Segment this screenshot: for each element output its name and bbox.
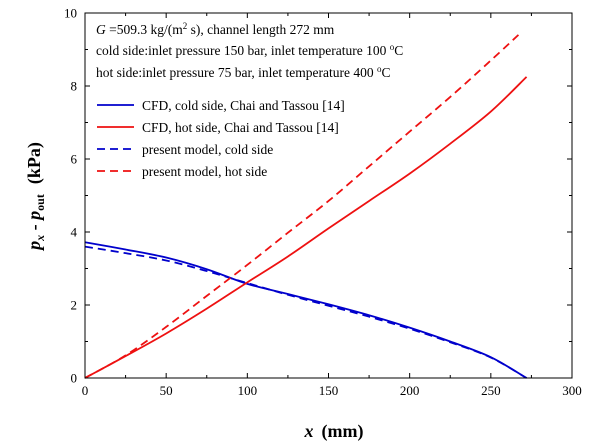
y-axis-sub-x: x (33, 235, 47, 242)
legend: CFD, cold side, Chai and Tassou [14] CFD,… (97, 98, 345, 179)
x-tick-label: 300 (562, 383, 582, 398)
x-tick-label: 150 (319, 383, 339, 398)
x-axis-unit: (mm) (322, 421, 364, 442)
series-model-hot (84, 34, 520, 379)
y-axis-var2: p (24, 211, 44, 222)
x-tick-label: 0 (82, 383, 89, 398)
annotation-hot-side-sup: o (377, 64, 382, 74)
y-tick-label: 2 (71, 298, 78, 313)
annotation-hot-side-text: hot side:inlet pressure 75 bar, inlet te… (96, 65, 377, 80)
ticks-layer: 0 50 100 150 200 250 300 0 2 4 6 8 10 (64, 6, 582, 399)
legend-item-cfd-hot-label: CFD, hot side, Chai and Tassou [14] (142, 120, 339, 135)
annotation-cold-side-text: cold side:inlet pressure 150 bar, inlet … (96, 43, 390, 58)
plot-frame (84, 12, 573, 379)
annotation-mass-flux: G =509.3 kg/(m2 s), channel length 272 m… (96, 21, 335, 37)
y-axis-unit: (kPa) (24, 142, 45, 184)
annotation-cold-side-sup: o (390, 42, 395, 52)
annotation-mass-flux-var: G (96, 22, 106, 37)
y-axis-title: px - pout(kPa) (24, 142, 47, 252)
x-tick-label: 200 (400, 383, 420, 398)
series-cfd-hot (84, 76, 528, 379)
x-tick-label: 250 (481, 383, 501, 398)
series-layer (84, 34, 528, 379)
annotation-mass-flux-text: =509.3 kg/(m (106, 22, 183, 37)
y-tick-label: 0 (71, 371, 78, 386)
legend-item-model-hot-label: present model, hot side (142, 164, 267, 179)
annotation-hot-side: hot side:inlet pressure 75 bar, inlet te… (96, 64, 391, 80)
series-model-cold (84, 245, 527, 379)
legend-item-model-cold-label: present model, cold side (142, 142, 273, 157)
x-axis-title: x (mm) (304, 421, 364, 442)
legend-item-cfd-cold-label: CFD, cold side, Chai and Tassou [14] (142, 98, 345, 113)
y-axis-sub-out: out (33, 194, 47, 211)
annotation-hot-side-unit: C (382, 65, 391, 80)
y-tick-label: 8 (71, 79, 78, 94)
x-tick-label: 50 (160, 383, 173, 398)
y-tick-label: 6 (71, 152, 78, 167)
x-tick-label: 100 (238, 383, 258, 398)
series-cfd-cold (84, 241, 528, 379)
x-axis-var: x (304, 421, 314, 441)
y-axis-minus: - (24, 220, 44, 235)
y-axis-var: p (24, 241, 44, 252)
annotation-cold-side: cold side:inlet pressure 150 bar, inlet … (96, 42, 403, 58)
annotation-cold-side-unit: C (394, 43, 403, 58)
annotation-mass-flux-tail: s), channel length 272 mm (187, 22, 334, 37)
y-tick-label: 10 (64, 6, 77, 21)
annotation-mass-flux-sup: 2 (183, 21, 188, 31)
y-tick-label: 4 (71, 225, 78, 240)
